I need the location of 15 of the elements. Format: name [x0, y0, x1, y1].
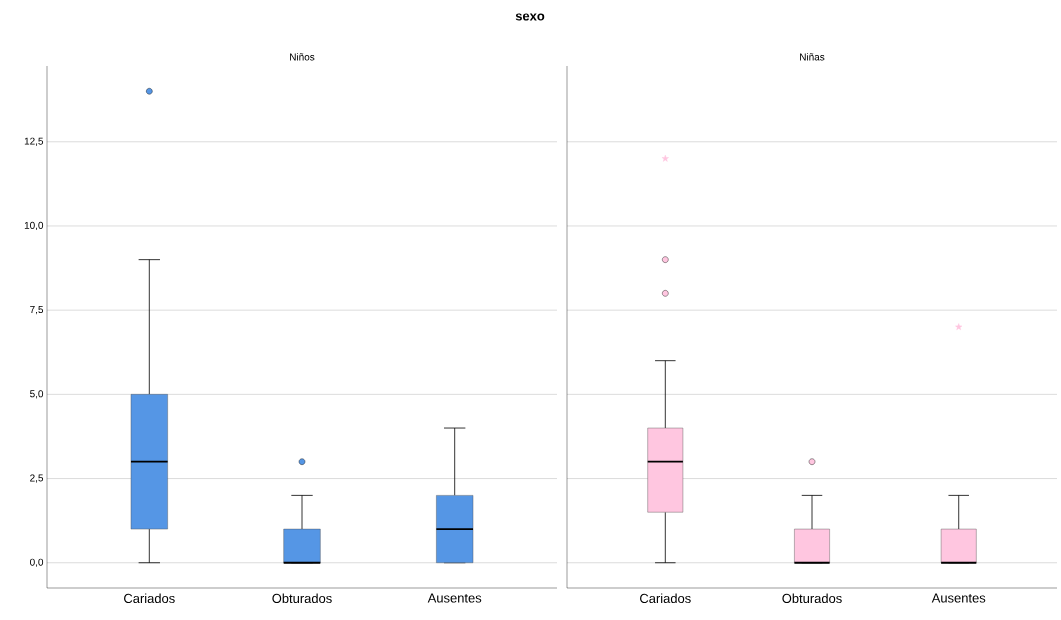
x-tick-label: Ausentes	[931, 593, 986, 603]
y-tick-label: 12,5	[24, 137, 44, 146]
x-tick-label: Obturados	[272, 593, 332, 604]
x-tick-label: Ausentes	[427, 593, 482, 603]
y-tick-label: 10,0	[24, 221, 44, 231]
x-tick-label: Cariados	[640, 593, 691, 604]
chart-title: Niños	[290, 53, 315, 61]
y-tick-label: 0,0	[30, 558, 44, 567]
text: sexo	[515, 13, 545, 21]
x-tick-label: Cariados	[124, 593, 175, 604]
chart-title: Niñas	[800, 53, 825, 61]
y-tick-label: 5,0	[30, 390, 44, 399]
x-tick-label: Obturados	[782, 593, 842, 604]
y-tick-label: 7,5	[30, 306, 44, 315]
y-tick-label: 2,5	[30, 474, 44, 483]
